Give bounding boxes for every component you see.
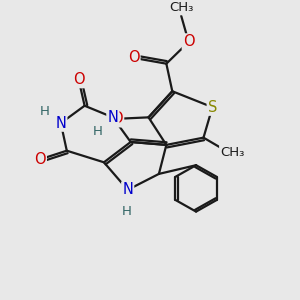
Text: H: H bbox=[121, 205, 131, 218]
Text: CH₃: CH₃ bbox=[220, 146, 244, 159]
Text: O: O bbox=[128, 50, 140, 65]
Text: N: N bbox=[122, 182, 133, 197]
Text: H: H bbox=[40, 105, 50, 118]
Text: N: N bbox=[56, 116, 66, 130]
Text: S: S bbox=[208, 100, 217, 115]
Text: O: O bbox=[112, 111, 123, 126]
Text: CH₃: CH₃ bbox=[169, 1, 194, 14]
Text: O: O bbox=[183, 34, 194, 50]
Text: N: N bbox=[107, 110, 118, 125]
Text: O: O bbox=[73, 72, 85, 87]
Text: O: O bbox=[34, 152, 46, 167]
Text: H: H bbox=[93, 125, 103, 138]
